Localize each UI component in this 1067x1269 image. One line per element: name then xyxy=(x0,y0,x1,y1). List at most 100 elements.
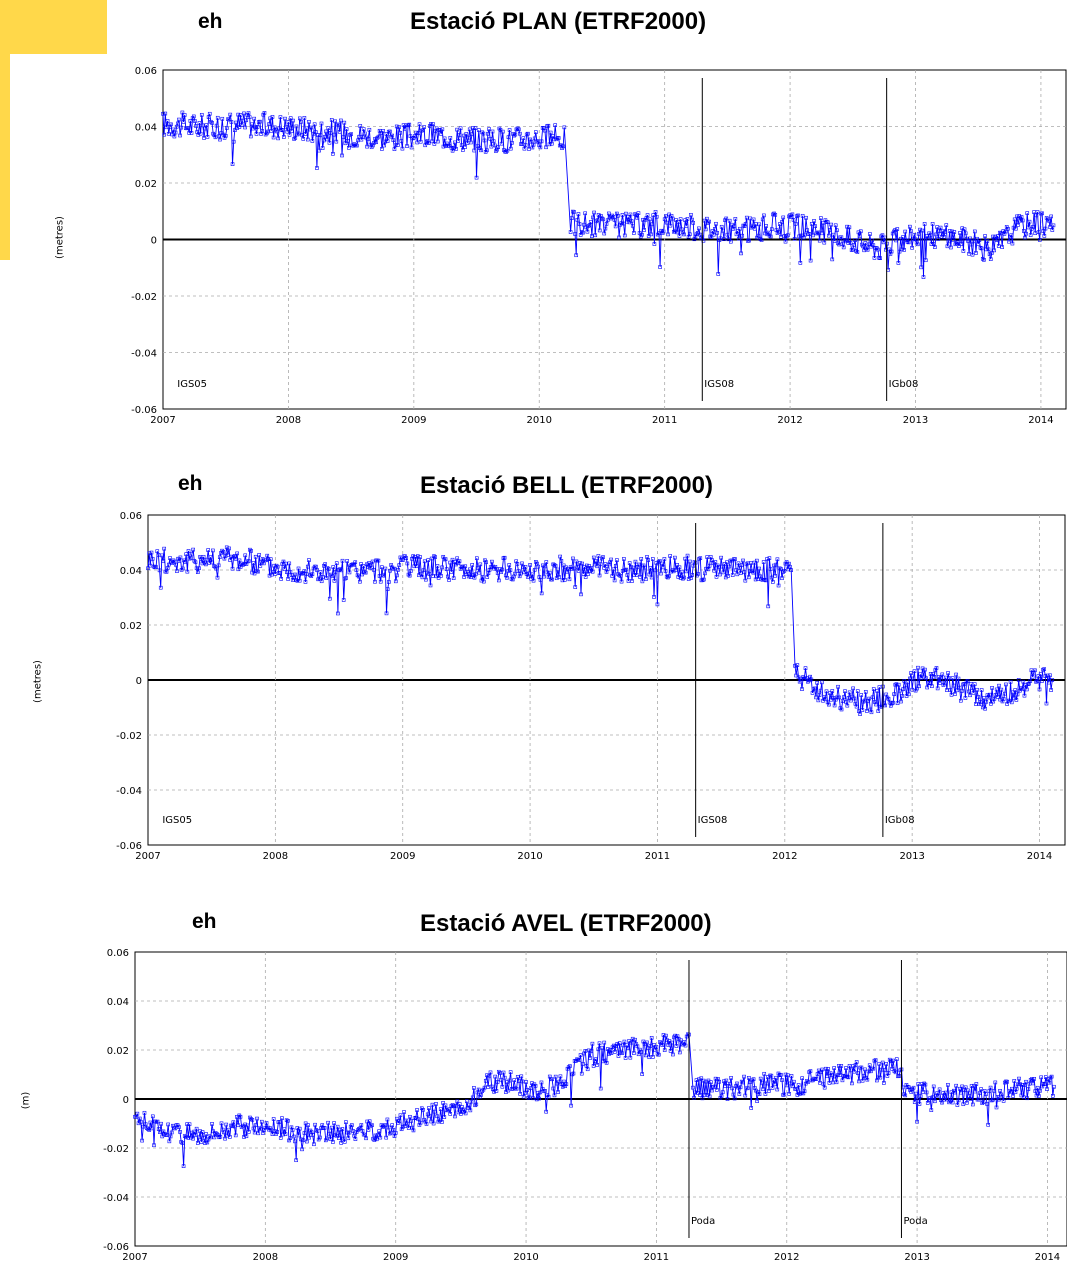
data-point xyxy=(269,128,274,133)
data-point xyxy=(496,145,501,150)
data-point xyxy=(855,250,860,254)
data-point xyxy=(769,575,774,580)
data-point xyxy=(577,222,582,226)
data-point xyxy=(777,566,782,571)
data-point xyxy=(469,575,473,579)
data-point xyxy=(966,239,970,243)
data-point xyxy=(222,135,227,140)
data-point xyxy=(781,570,785,574)
data-point xyxy=(426,558,430,562)
data-point xyxy=(342,120,347,125)
data-point xyxy=(745,561,750,566)
data-point xyxy=(330,574,334,578)
data-point xyxy=(160,553,164,558)
data-point xyxy=(597,228,602,233)
data-point xyxy=(396,567,400,572)
data-point xyxy=(437,569,442,574)
data-point xyxy=(730,573,735,577)
data-point xyxy=(578,561,582,565)
data-point xyxy=(690,573,694,577)
data-point xyxy=(552,137,556,142)
data-point xyxy=(678,576,683,580)
data-point xyxy=(947,229,952,233)
accent-block-side xyxy=(0,54,10,260)
data-point xyxy=(223,554,228,558)
data-point xyxy=(283,561,288,566)
data-point xyxy=(425,139,430,143)
data-point xyxy=(994,238,999,242)
data-point xyxy=(674,568,678,572)
data-point xyxy=(852,243,856,247)
data-point xyxy=(280,128,285,133)
data-point xyxy=(562,125,567,130)
event-label: IGS05 xyxy=(177,379,207,390)
data-point xyxy=(471,126,475,130)
data-point xyxy=(334,561,339,565)
data-point xyxy=(714,221,718,226)
data-point xyxy=(521,136,526,141)
data-point xyxy=(747,238,751,243)
data-point xyxy=(721,570,726,575)
data-point xyxy=(229,120,234,124)
data-point xyxy=(420,575,425,580)
data-point xyxy=(697,226,701,231)
data-point xyxy=(461,148,465,152)
data-point xyxy=(414,564,419,568)
x-tick-label: 2010 xyxy=(527,415,552,426)
x-tick-label: 2011 xyxy=(644,1252,669,1263)
data-point xyxy=(740,563,744,567)
data-point xyxy=(691,221,695,225)
data-point xyxy=(638,234,643,239)
data-point xyxy=(675,563,679,567)
y-tick-label: 0.06 xyxy=(107,948,129,959)
y-tick-label: -0.02 xyxy=(116,731,142,742)
data-point xyxy=(271,135,276,140)
data-point xyxy=(854,249,859,253)
y-tick-label: -0.04 xyxy=(131,349,157,360)
data-point xyxy=(235,551,239,556)
data-point xyxy=(963,231,968,236)
data-point xyxy=(461,564,465,569)
data-point xyxy=(395,573,399,578)
data-point xyxy=(243,553,248,558)
data-point xyxy=(791,217,796,222)
data-point xyxy=(631,565,635,570)
data-point xyxy=(587,564,591,568)
data-point xyxy=(968,236,973,241)
data-point xyxy=(487,567,492,572)
data-point xyxy=(596,554,601,558)
data-point xyxy=(569,216,574,220)
data-point xyxy=(1010,241,1015,246)
data-point xyxy=(244,118,249,123)
data-point xyxy=(687,232,692,237)
y-tick-label: -0.06 xyxy=(116,841,142,852)
data-point xyxy=(345,559,349,563)
data-point xyxy=(195,570,200,574)
data-point xyxy=(538,578,543,582)
data-point xyxy=(450,148,455,153)
data-point xyxy=(457,133,462,137)
data-point xyxy=(303,132,308,136)
data-point xyxy=(735,572,740,577)
data-point xyxy=(1017,214,1022,218)
data-point xyxy=(704,566,708,571)
data-point xyxy=(289,573,294,578)
data-point xyxy=(543,128,547,133)
data-point xyxy=(773,212,778,217)
data-point xyxy=(620,569,625,573)
data-point xyxy=(227,546,231,551)
data-point xyxy=(780,576,784,581)
data-point xyxy=(770,227,774,232)
data-point xyxy=(340,153,344,158)
data-point xyxy=(349,562,354,567)
data-point xyxy=(546,123,551,128)
data-point xyxy=(717,565,721,569)
data-point xyxy=(207,111,212,116)
data-point xyxy=(740,233,744,238)
data-point xyxy=(432,142,437,146)
data-point xyxy=(353,560,358,565)
data-point xyxy=(640,232,644,237)
data-point xyxy=(960,226,965,231)
data-point xyxy=(798,261,803,265)
data-point xyxy=(228,112,233,117)
